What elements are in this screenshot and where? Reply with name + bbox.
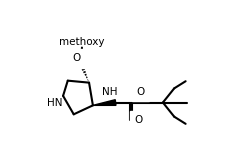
Text: HN: HN bbox=[47, 98, 62, 108]
Polygon shape bbox=[93, 100, 116, 105]
Text: NH: NH bbox=[102, 87, 118, 97]
Text: O: O bbox=[134, 115, 142, 125]
Text: methoxy: methoxy bbox=[60, 37, 105, 47]
Text: O: O bbox=[72, 54, 81, 63]
Text: O: O bbox=[136, 87, 144, 97]
